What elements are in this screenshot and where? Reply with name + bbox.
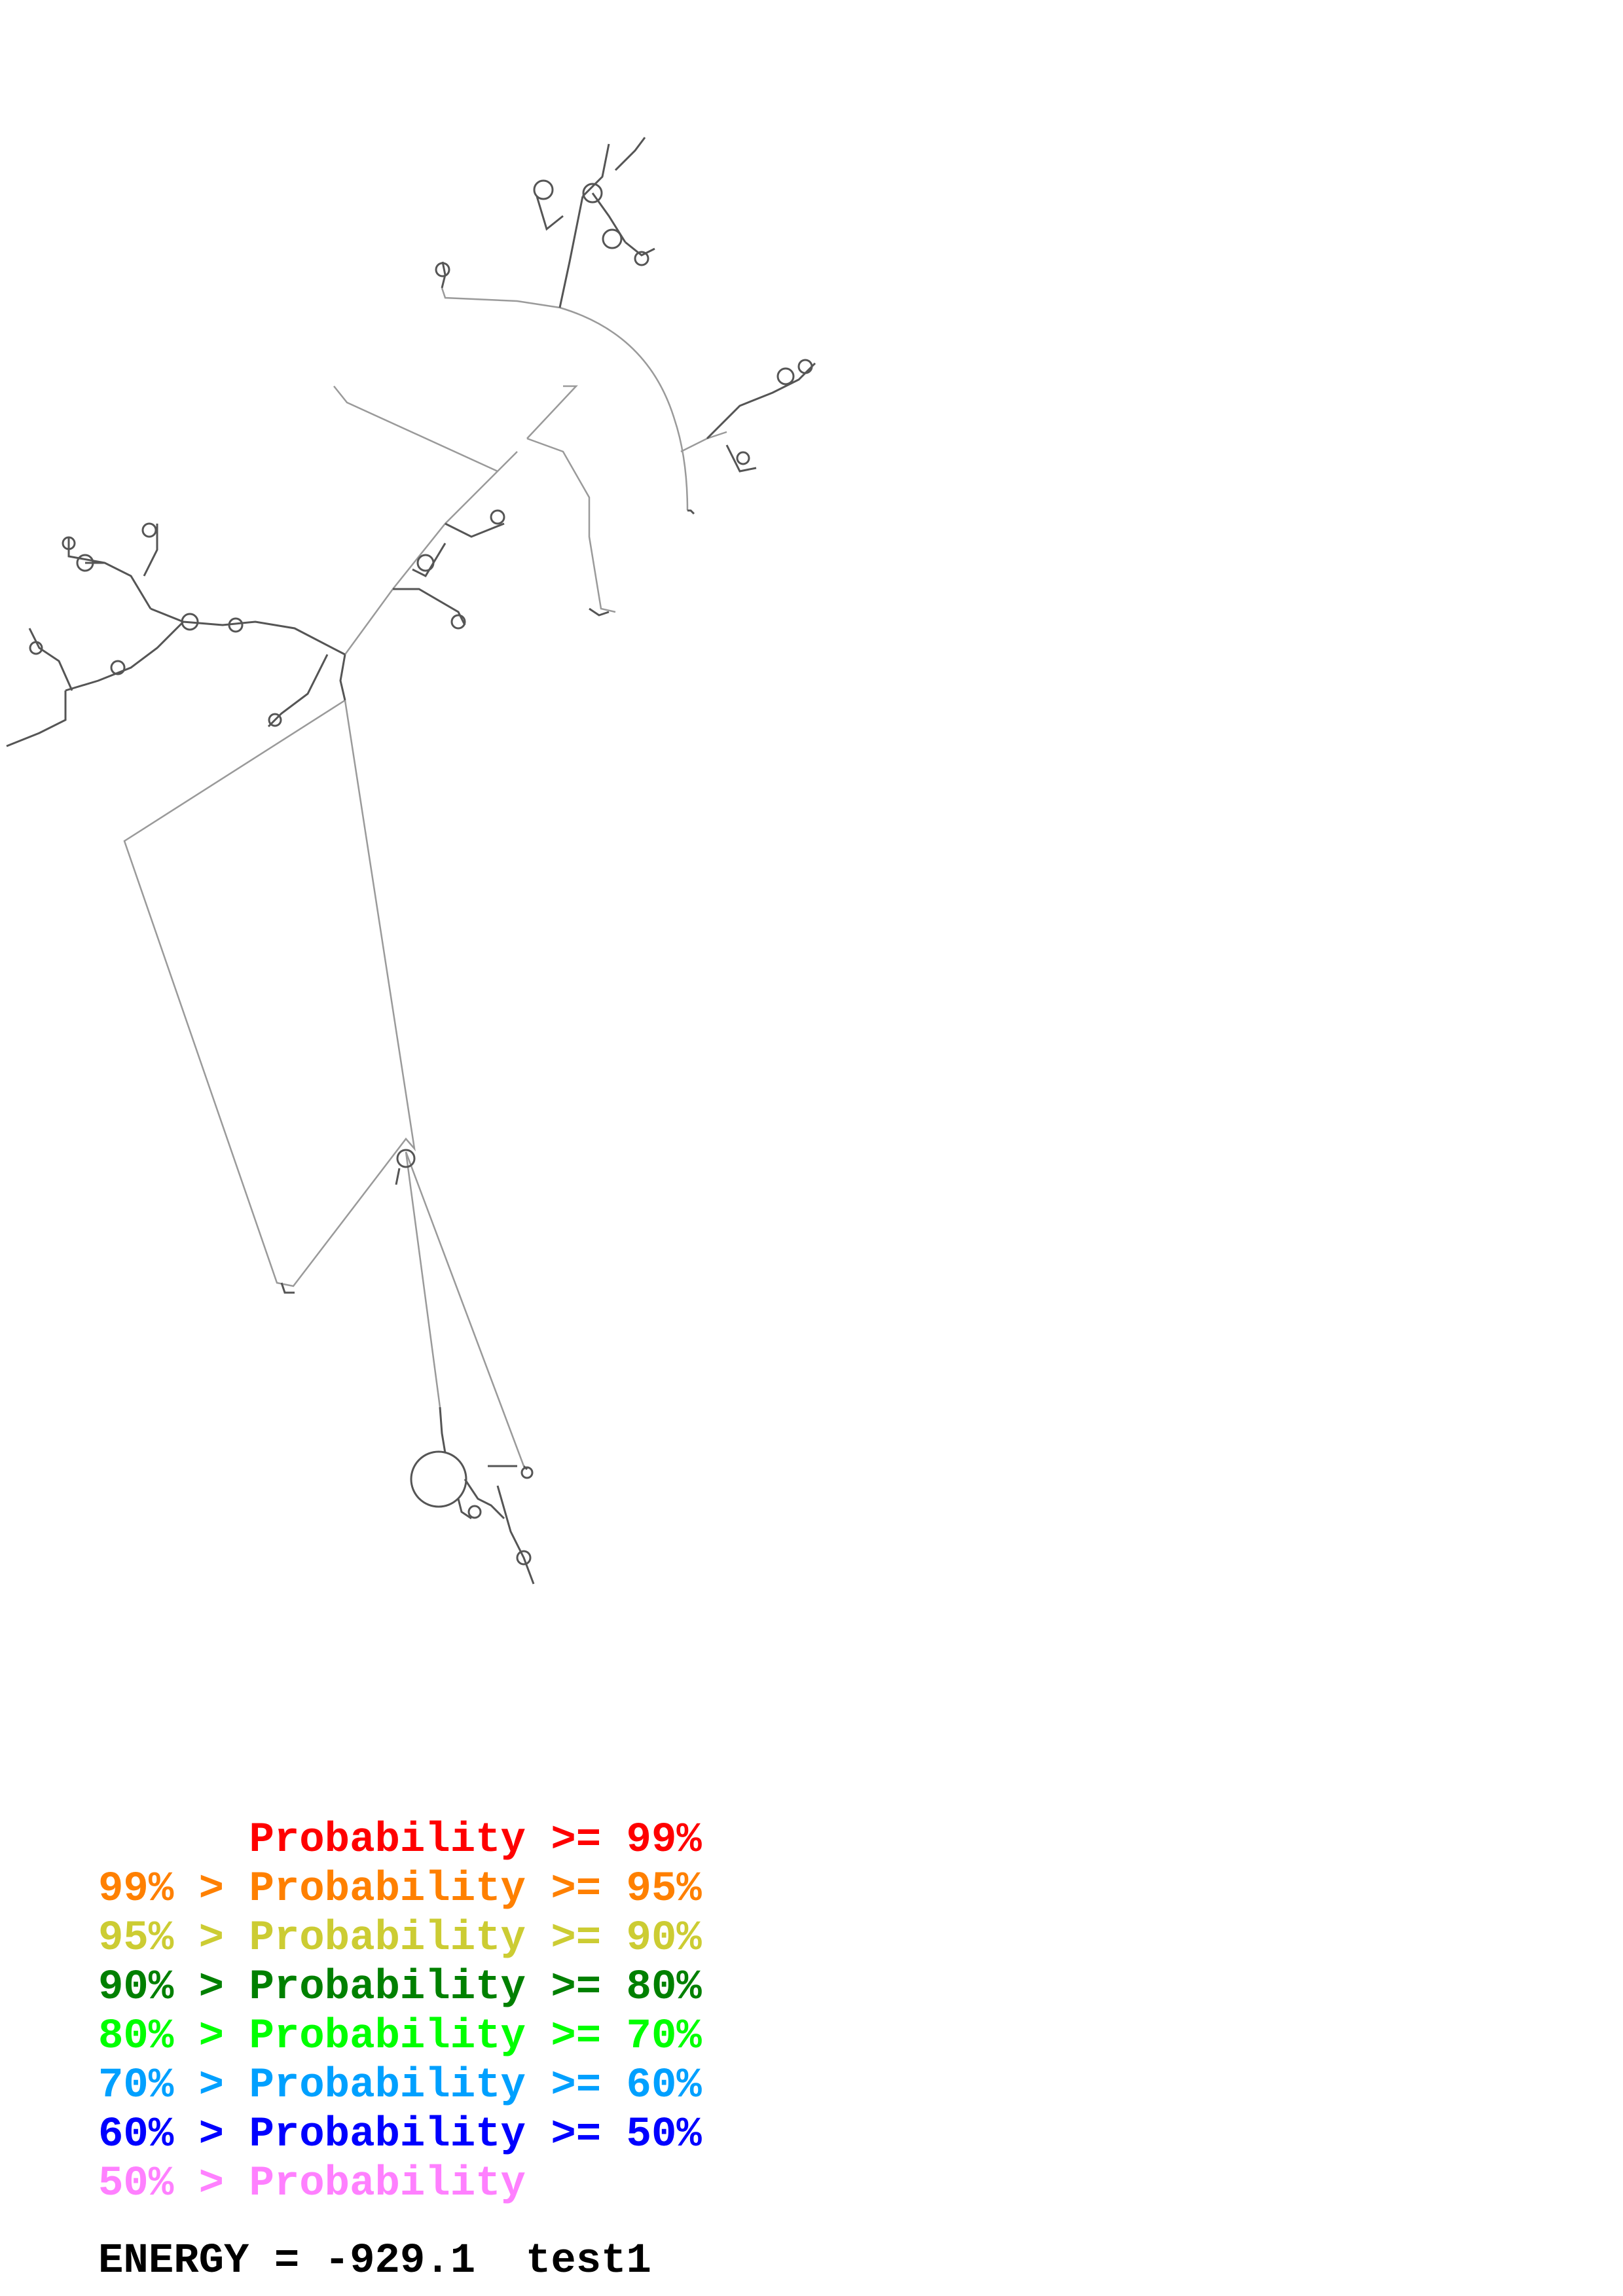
legend-row: 70% > Probability >= 60% <box>98 2062 702 2111</box>
legend-row: 50% > Probability <box>98 2160 702 2209</box>
legend-row: 95% > Probability >= 90% <box>98 1914 702 1964</box>
hairpin-right-cluster <box>589 359 816 617</box>
legend-prefix: 80% > <box>98 2013 249 2060</box>
energy-footer: ENERGY = -929.1 test1 <box>98 2237 651 2286</box>
legend-label: Probability >= 80% <box>249 1964 702 2011</box>
legend-prefix: 50% > <box>98 2161 249 2208</box>
legend-row: 60% > Probability >= 50% <box>98 2111 702 2160</box>
backbone-large-loop <box>123 699 416 1287</box>
legend-prefix: 95% > <box>98 1915 249 1962</box>
backbone-outline <box>123 287 727 1467</box>
legend-row: 90% > Probability >= 80% <box>98 1964 702 2013</box>
legend-label: Probability >= 60% <box>249 2062 702 2109</box>
legend-label: Probability <box>249 2161 526 2208</box>
legend-label: Probability >= 99% <box>249 1817 702 1864</box>
legend-row: 80% > Probability >= 70% <box>98 2013 702 2062</box>
legend-prefix <box>98 1817 249 1864</box>
legend-label: Probability >= 95% <box>249 1866 702 1913</box>
probability-legend: Probability >= 99% 99% > Probability >= 9… <box>98 1816 702 2209</box>
legend-label: Probability >= 90% <box>249 1915 702 1962</box>
legend-prefix: 70% > <box>98 2062 249 2109</box>
legend-prefix: 99% > <box>98 1866 249 1913</box>
legend-prefix: 60% > <box>98 2111 249 2159</box>
legend-label: Probability >= 50% <box>249 2111 702 2159</box>
hairpin-bottom-cluster <box>280 1149 535 1585</box>
hairpin-left-cluster <box>6 509 505 747</box>
legend-row: Probability >= 99% <box>98 1816 702 1865</box>
energy-value: ENERGY = -929.1 <box>98 2238 476 2285</box>
structure-name: test1 <box>525 2238 651 2285</box>
energy-spacer <box>475 2238 526 2285</box>
legend-label: Probability >= 70% <box>249 2013 702 2060</box>
legend-prefix: 90% > <box>98 1964 249 2011</box>
rna-structure-diagram <box>6 137 816 1585</box>
hairpin-upper-cluster <box>435 137 655 308</box>
legend-row: 99% > Probability >= 95% <box>98 1865 702 1914</box>
